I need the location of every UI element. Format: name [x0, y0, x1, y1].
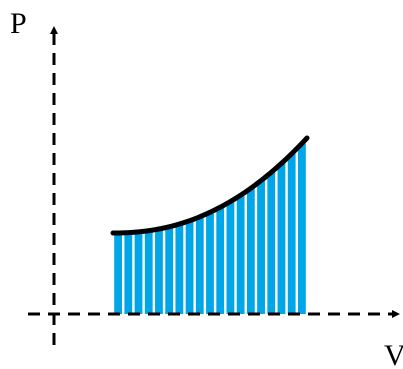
y-axis-label: P [10, 7, 27, 40]
area-strip [175, 224, 184, 314]
area-strip [155, 229, 163, 314]
x-axis-label: V [384, 339, 403, 369]
area-strip [297, 143, 306, 314]
area-strip [246, 188, 255, 314]
area-strips [114, 143, 306, 314]
area-strip [124, 232, 133, 314]
area-strip [236, 195, 245, 314]
area-strip [114, 232, 123, 314]
area-strip [277, 163, 286, 314]
area-strip [216, 207, 225, 314]
area-strip [185, 220, 194, 314]
area-strip [257, 180, 265, 314]
area-strip [206, 212, 214, 314]
area-strip [134, 231, 143, 314]
area-strip [226, 201, 235, 314]
area-strip [195, 216, 204, 314]
area-strip [267, 172, 276, 314]
area-strip [287, 153, 296, 314]
area-strip [165, 226, 174, 314]
pressure-volume-curve [110, 135, 310, 236]
area-strip [144, 230, 153, 314]
